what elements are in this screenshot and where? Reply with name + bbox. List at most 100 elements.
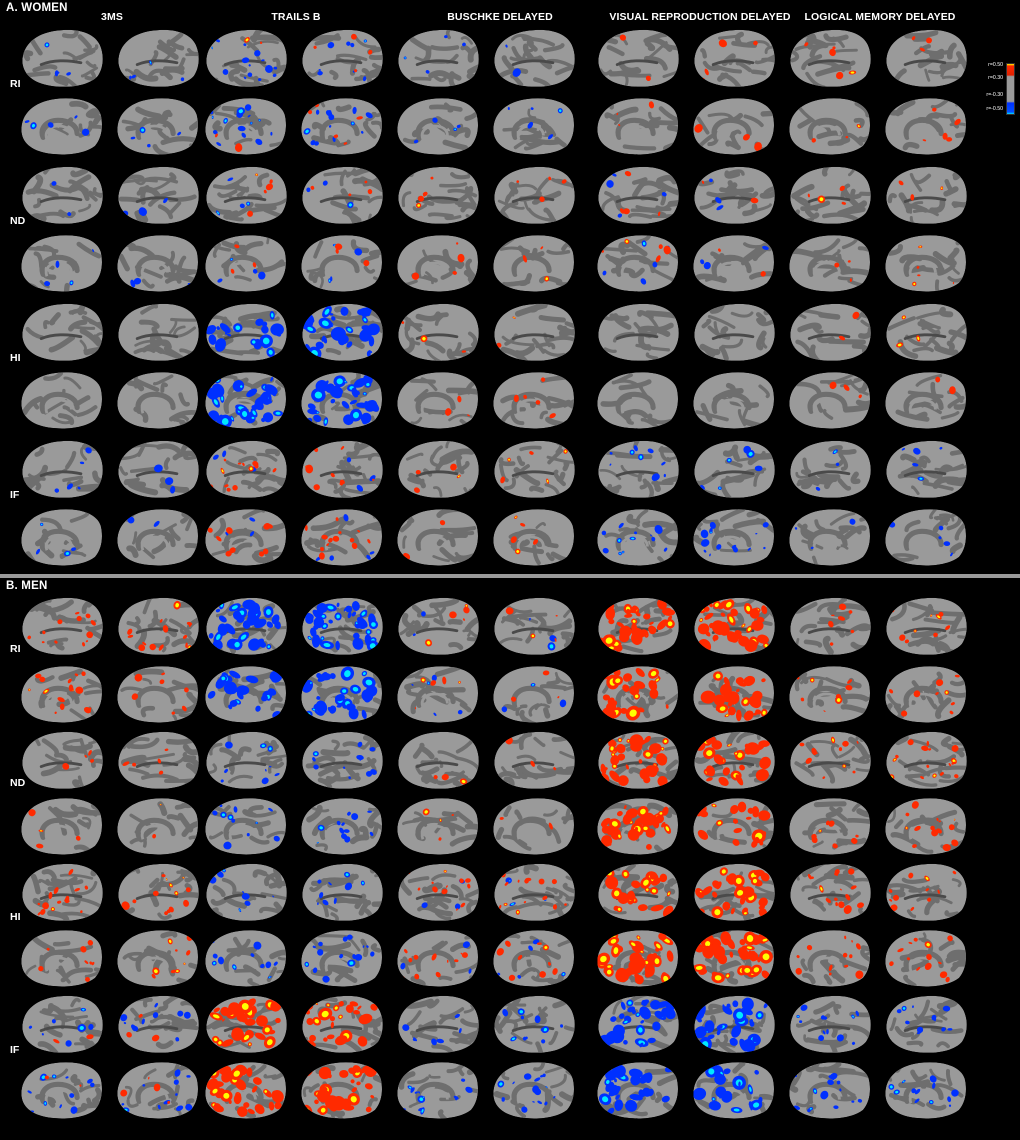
brain-women-nd-visual-reproduction-delayed-lateral-right xyxy=(686,161,782,229)
brain-women-hi-trails-b-medial-right xyxy=(294,366,390,434)
colorbar-tick-neg-50: r=-0.50 xyxy=(986,106,1003,112)
brain-women-nd-3ms-medial-right xyxy=(110,229,206,297)
brain-women-ri-visual-reproduction-delayed-lateral-right xyxy=(686,24,782,92)
brain-men-hi-trails-b-medial-left xyxy=(198,924,294,992)
brain-men-nd-visual-reproduction-delayed-medial-right xyxy=(686,792,782,860)
brain-women-if-visual-reproduction-delayed-lateral-right xyxy=(686,435,782,503)
brain-women-ri-logical-memory-delayed-medial-right xyxy=(878,92,974,160)
colorbar-gradient xyxy=(1006,63,1015,115)
brain-women-nd-buschke-delayed-lateral-left xyxy=(390,161,486,229)
brain-women-hi-visual-reproduction-delayed-medial-left xyxy=(590,366,686,434)
brain-men-hi-3ms-lateral-left xyxy=(14,858,110,926)
brain-women-ri-logical-memory-delayed-lateral-left xyxy=(782,24,878,92)
brain-women-ri-visual-reproduction-delayed-lateral-left xyxy=(590,24,686,92)
brain-men-hi-3ms-medial-right xyxy=(110,924,206,992)
brain-women-if-trails-b-lateral-left xyxy=(198,435,294,503)
brain-men-nd-trails-b-lateral-right xyxy=(294,726,390,794)
brain-women-nd-trails-b-medial-left xyxy=(198,229,294,297)
brain-men-hi-buschke-delayed-lateral-right xyxy=(486,858,582,926)
brain-men-ri-buschke-delayed-medial-left xyxy=(390,660,486,728)
brain-women-hi-logical-memory-delayed-medial-left xyxy=(782,366,878,434)
column-header-visual-reproduction-delayed: VISUAL REPRODUCTION DELAYED xyxy=(609,11,791,23)
brain-men-hi-buschke-delayed-medial-left xyxy=(390,924,486,992)
brain-men-ri-3ms-medial-left xyxy=(14,660,110,728)
brain-men-if-buschke-delayed-medial-right xyxy=(486,1056,582,1124)
brain-women-if-trails-b-medial-left xyxy=(198,503,294,571)
column-header-trails-b: TRAILS B xyxy=(271,11,321,23)
colorbar-tick-pos-50: r=0.50 xyxy=(988,62,1003,68)
brain-men-nd-visual-reproduction-delayed-lateral-right xyxy=(686,726,782,794)
brain-women-hi-3ms-lateral-right xyxy=(110,298,206,366)
brain-women-if-3ms-lateral-left xyxy=(14,435,110,503)
brain-women-if-visual-reproduction-delayed-lateral-left xyxy=(590,435,686,503)
brain-women-hi-visual-reproduction-delayed-lateral-left xyxy=(590,298,686,366)
brain-women-ri-buschke-delayed-medial-left xyxy=(390,92,486,160)
brain-men-hi-trails-b-lateral-right xyxy=(294,858,390,926)
brain-women-ri-buschke-delayed-medial-right xyxy=(486,92,582,160)
brain-women-nd-buschke-delayed-medial-left xyxy=(390,229,486,297)
brain-women-if-3ms-medial-right xyxy=(110,503,206,571)
brain-men-ri-3ms-lateral-right xyxy=(110,592,206,660)
brain-men-if-logical-memory-delayed-medial-left xyxy=(782,1056,878,1124)
brain-women-ri-trails-b-medial-right xyxy=(294,92,390,160)
brain-men-nd-trails-b-medial-left xyxy=(198,792,294,860)
brain-women-if-buschke-delayed-medial-right xyxy=(486,503,582,571)
brain-men-hi-visual-reproduction-delayed-medial-left xyxy=(590,924,686,992)
brain-women-if-buschke-delayed-medial-left xyxy=(390,503,486,571)
brain-men-hi-visual-reproduction-delayed-medial-right xyxy=(686,924,782,992)
row-label-women-hi: HI xyxy=(10,352,21,364)
brain-women-nd-3ms-lateral-left xyxy=(14,161,110,229)
colorbar-tick-pos-30: r=0.30 xyxy=(988,75,1003,81)
brain-men-if-trails-b-lateral-left xyxy=(198,990,294,1058)
brain-men-if-logical-memory-delayed-lateral-left xyxy=(782,990,878,1058)
brain-men-nd-logical-memory-delayed-medial-left xyxy=(782,792,878,860)
row-label-women-if: IF xyxy=(10,489,20,501)
brain-men-ri-buschke-delayed-lateral-right xyxy=(486,592,582,660)
brain-men-nd-3ms-medial-right xyxy=(110,792,206,860)
brain-women-hi-logical-memory-delayed-lateral-right xyxy=(878,298,974,366)
brain-men-if-trails-b-medial-right xyxy=(294,1056,390,1124)
brain-women-if-buschke-delayed-lateral-left xyxy=(390,435,486,503)
brain-women-ri-trails-b-lateral-left xyxy=(198,24,294,92)
brain-men-if-3ms-medial-left xyxy=(14,1056,110,1124)
brain-women-if-logical-memory-delayed-lateral-right xyxy=(878,435,974,503)
brain-women-nd-logical-memory-delayed-lateral-right xyxy=(878,161,974,229)
brain-men-nd-logical-memory-delayed-lateral-left xyxy=(782,726,878,794)
brain-women-hi-buschke-delayed-medial-right xyxy=(486,366,582,434)
brain-women-nd-logical-memory-delayed-medial-right xyxy=(878,229,974,297)
brain-men-if-trails-b-lateral-right xyxy=(294,990,390,1058)
brain-men-if-buschke-delayed-lateral-right xyxy=(486,990,582,1058)
brain-women-hi-logical-memory-delayed-lateral-left xyxy=(782,298,878,366)
row-label-women-ri: RI xyxy=(10,78,21,90)
brain-men-if-visual-reproduction-delayed-lateral-left xyxy=(590,990,686,1058)
brain-men-ri-trails-b-lateral-right xyxy=(294,592,390,660)
brain-men-ri-logical-memory-delayed-medial-right xyxy=(878,660,974,728)
brain-men-ri-trails-b-lateral-left xyxy=(198,592,294,660)
brain-men-hi-logical-memory-delayed-lateral-left xyxy=(782,858,878,926)
brain-men-ri-3ms-medial-right xyxy=(110,660,206,728)
brain-women-ri-3ms-medial-left xyxy=(14,92,110,160)
brain-men-if-3ms-lateral-right xyxy=(110,990,206,1058)
brain-men-nd-visual-reproduction-delayed-lateral-left xyxy=(590,726,686,794)
brain-women-nd-trails-b-lateral-left xyxy=(198,161,294,229)
brain-women-nd-visual-reproduction-delayed-medial-left xyxy=(590,229,686,297)
brain-women-ri-trails-b-medial-left xyxy=(198,92,294,160)
brain-men-nd-buschke-delayed-medial-right xyxy=(486,792,582,860)
brain-women-if-buschke-delayed-lateral-right xyxy=(486,435,582,503)
row-label-men-hi: HI xyxy=(10,911,21,923)
row-label-women-nd: ND xyxy=(10,215,26,227)
brain-women-ri-buschke-delayed-lateral-left xyxy=(390,24,486,92)
brain-men-if-buschke-delayed-lateral-left xyxy=(390,990,486,1058)
brain-women-hi-visual-reproduction-delayed-lateral-right xyxy=(686,298,782,366)
brain-men-ri-visual-reproduction-delayed-lateral-right xyxy=(686,592,782,660)
brain-women-hi-trails-b-medial-left xyxy=(198,366,294,434)
brain-men-hi-logical-memory-delayed-medial-right xyxy=(878,924,974,992)
brain-men-if-visual-reproduction-delayed-medial-left xyxy=(590,1056,686,1124)
brain-men-ri-trails-b-medial-left xyxy=(198,660,294,728)
row-label-men-if: IF xyxy=(10,1044,20,1056)
row-label-men-ri: RI xyxy=(10,643,21,655)
brain-men-hi-trails-b-lateral-left xyxy=(198,858,294,926)
brain-women-nd-visual-reproduction-delayed-medial-right xyxy=(686,229,782,297)
brain-men-nd-buschke-delayed-lateral-left xyxy=(390,726,486,794)
